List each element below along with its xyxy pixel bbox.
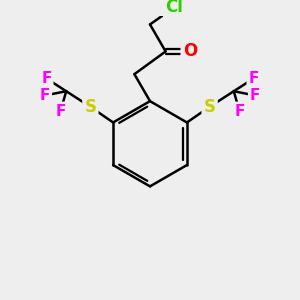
Text: F: F [248, 71, 259, 86]
Text: F: F [234, 103, 244, 118]
Text: F: F [56, 103, 66, 118]
Text: Cl: Cl [165, 0, 183, 16]
Text: O: O [183, 42, 197, 60]
Text: F: F [40, 88, 50, 103]
Text: S: S [84, 98, 96, 116]
Text: F: F [250, 88, 260, 103]
Text: F: F [41, 71, 52, 86]
Text: S: S [204, 98, 216, 116]
